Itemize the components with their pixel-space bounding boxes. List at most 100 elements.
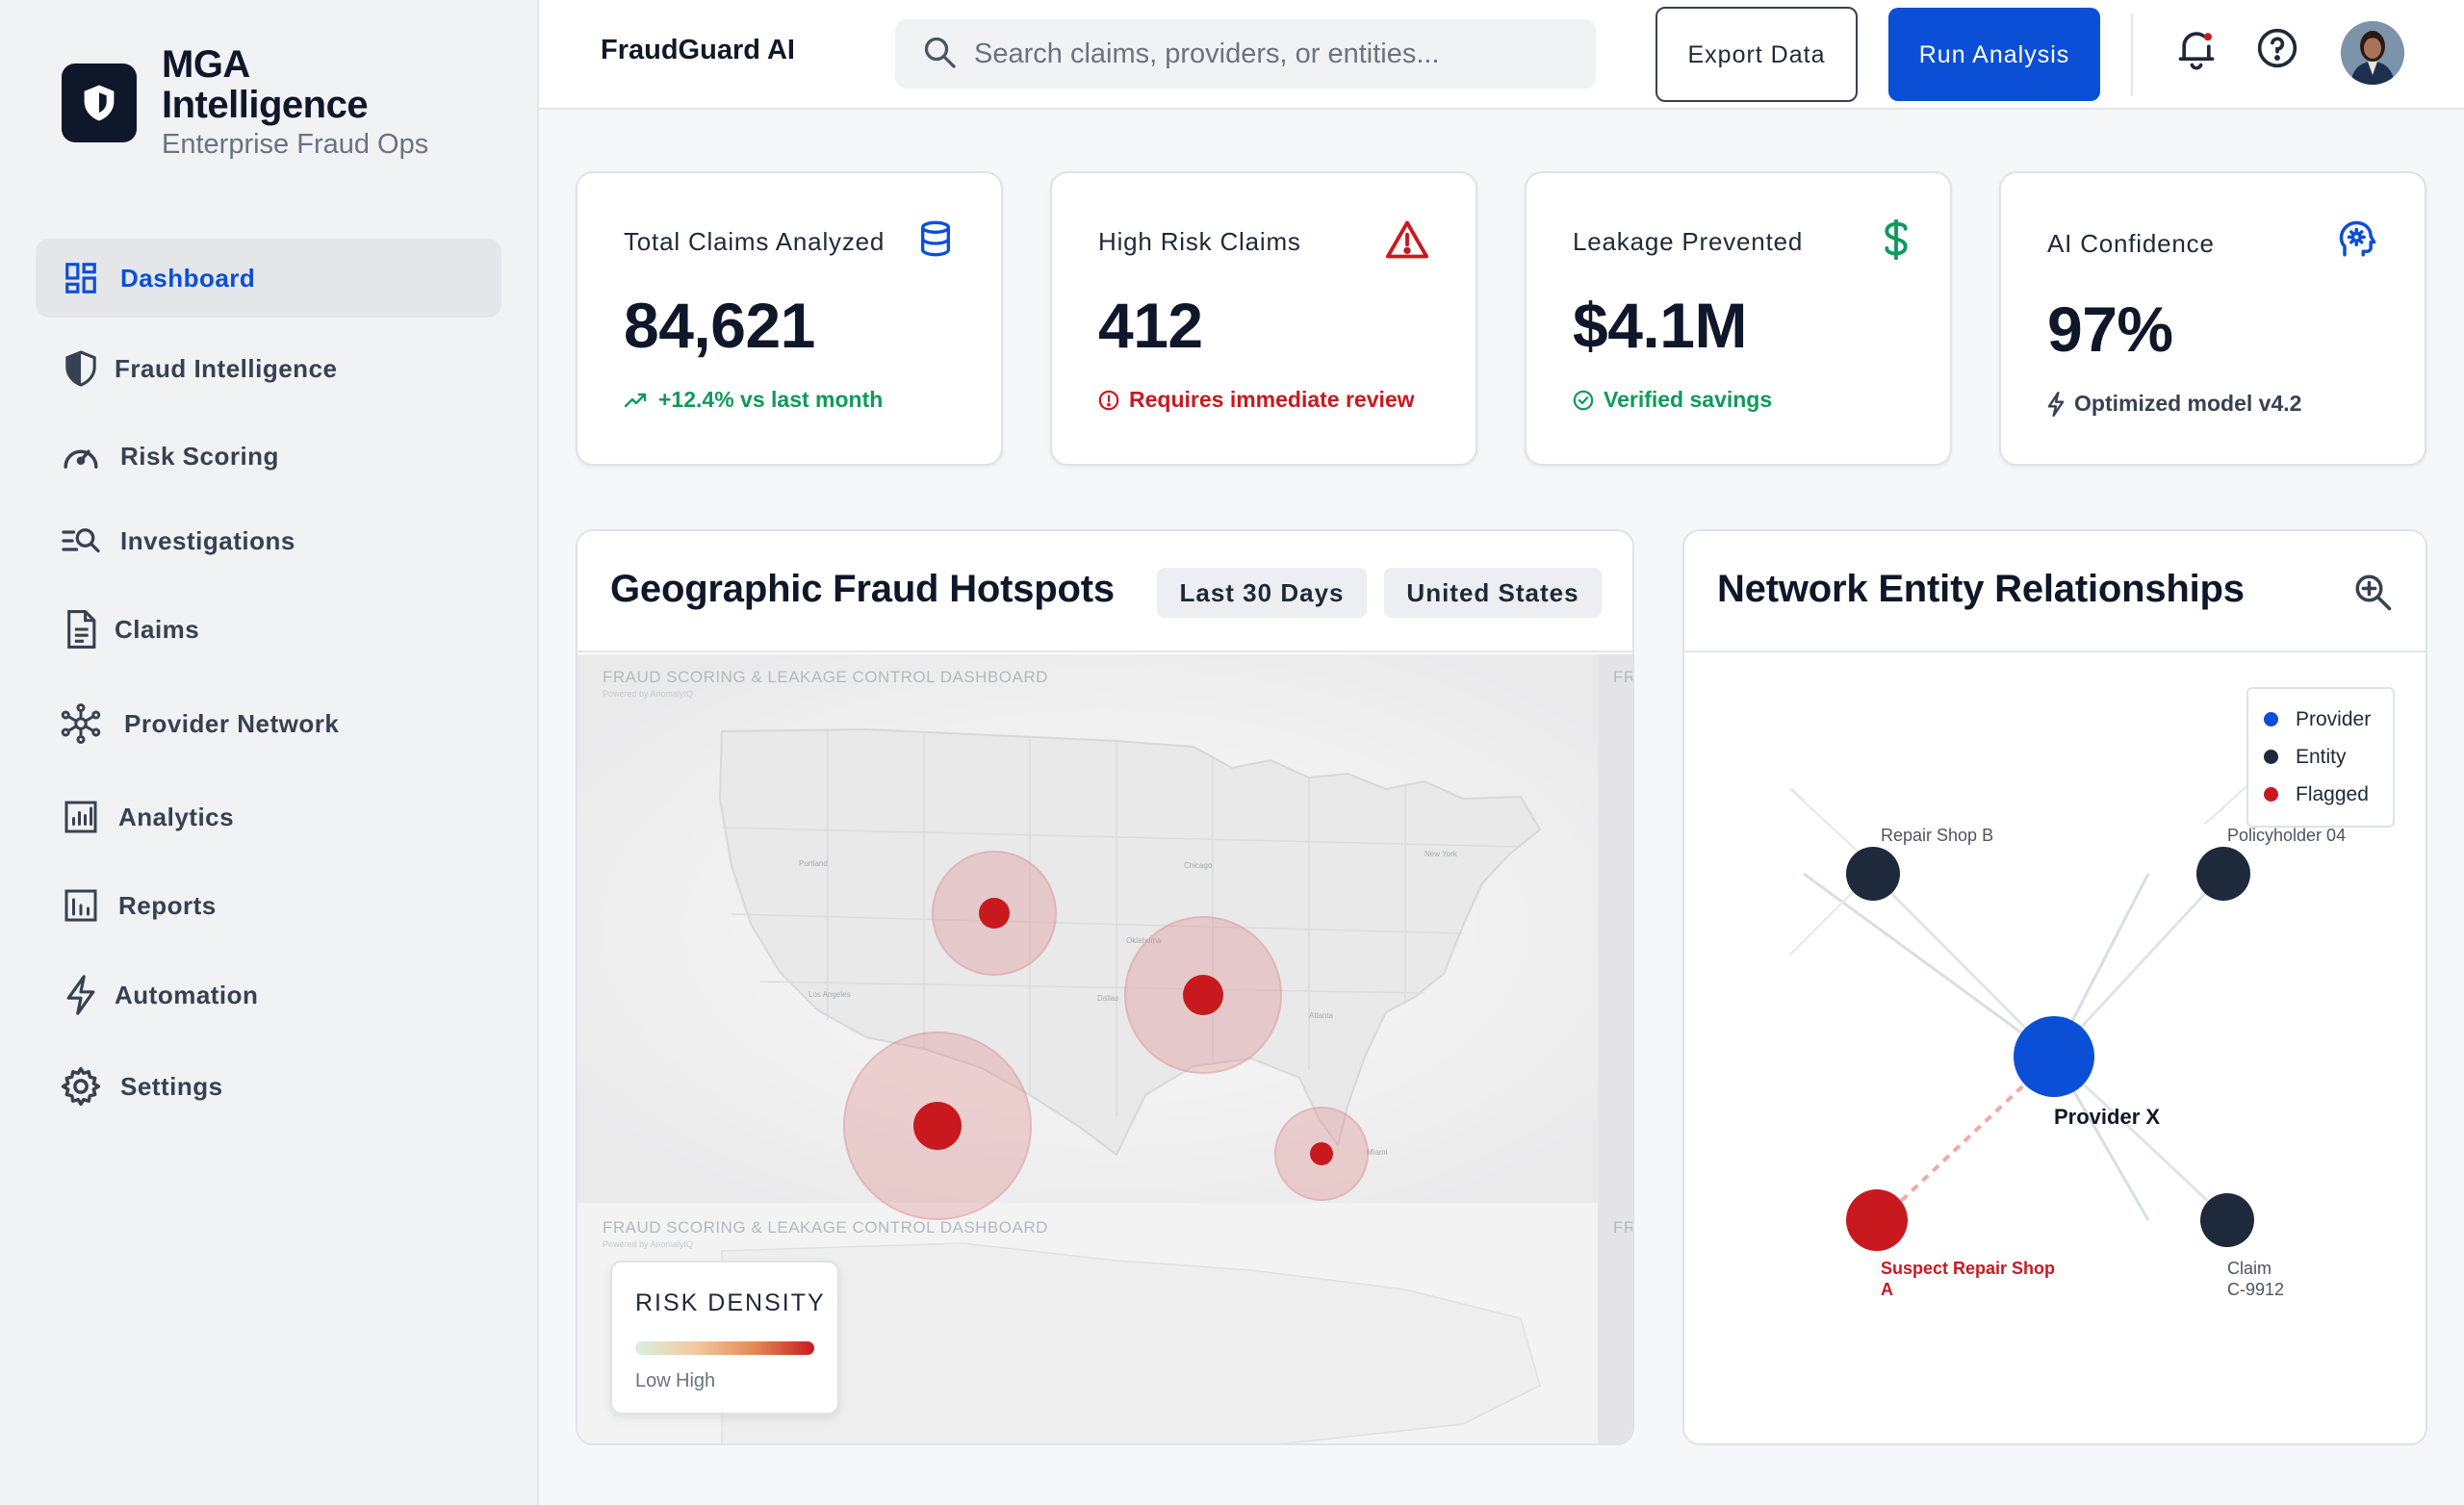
network-icon [61, 703, 101, 744]
zoom-in-icon[interactable] [2352, 572, 2393, 617]
network-relationships-panel: Network Entity Relationships [1682, 529, 2427, 1445]
svg-text:Oklahoma: Oklahoma [1126, 936, 1162, 945]
help-icon[interactable] [2256, 27, 2298, 69]
sidebar-item-automation[interactable]: Automation [36, 956, 501, 1034]
check-circle-icon [1573, 390, 1594, 410]
sidebar: MGA Intelligence Enterprise Fraud Ops Da… [0, 0, 539, 1505]
filter-region-chip[interactable]: United States [1384, 568, 1602, 618]
trend-up-icon [624, 393, 647, 407]
kpi-value: 412 [1098, 290, 1203, 361]
sidebar-item-label: Claims [115, 614, 200, 644]
brand-name-line1: MGA [162, 43, 250, 86]
legend-high-label: High [676, 1370, 716, 1391]
search-icon [922, 35, 957, 74]
node-claim[interactable] [2200, 1193, 2254, 1247]
svg-text:Los Angeles: Los Angeles [808, 990, 851, 999]
legend-dot [2264, 750, 2278, 764]
kpi-trend: +12.4% vs last month [624, 387, 883, 413]
sidebar-item-label: Dashboard [120, 263, 256, 293]
hotspot-marker[interactable] [1183, 975, 1223, 1015]
kpi-foot-text: Requires immediate review [1129, 387, 1415, 412]
map-tile-sublabel: Powered by AnomalyIQ [603, 1239, 694, 1249]
sidebar-item-settings[interactable]: Settings [36, 1047, 501, 1126]
map-tile-label-cut: FR [1613, 668, 1632, 686]
analytics-icon [61, 797, 101, 837]
ai-gear-icon [2338, 219, 2380, 262]
kpi-title: AI Confidence [2047, 229, 2215, 258]
sidebar-item-label: Analytics [118, 802, 235, 831]
geographic-hotspots-panel: Geographic Fraud Hotspots Last 30 Days U… [576, 529, 1634, 1445]
run-analysis-button[interactable]: Run Analysis [1888, 8, 2100, 101]
sidebar-item-risk-scoring[interactable]: Risk Scoring [36, 417, 501, 496]
panel-title: Geographic Fraud Hotspots [610, 568, 1115, 610]
svg-text:New York: New York [1424, 850, 1458, 858]
kpi-value: 97% [2047, 293, 2173, 365]
export-data-button[interactable]: Export Data [1656, 7, 1858, 102]
node-label-suspect-line1: Suspect Repair Shop [1881, 1259, 2056, 1278]
legend-dot [2264, 712, 2278, 727]
node-provider-x[interactable] [2014, 1016, 2094, 1097]
database-icon [916, 219, 959, 262]
map-tile-label: FRAUD SCORING & LEAKAGE CONTROL DASHBOAR… [603, 1218, 1048, 1237]
panel-header: Geographic Fraud Hotspots Last 30 Days U… [578, 531, 1632, 652]
map-tile-label-cut: FR [1613, 1218, 1632, 1237]
sidebar-item-fraud-intelligence[interactable]: Fraud Intelligence [36, 329, 501, 408]
dashboard-icon [61, 258, 101, 298]
user-avatar[interactable] [2341, 21, 2404, 85]
alert-circle-icon [1098, 390, 1119, 410]
sidebar-item-analytics[interactable]: Analytics [36, 778, 501, 856]
kpi-foot-text: Optimized model v4.2 [2074, 391, 2302, 416]
legend-label: Flagged [2296, 782, 2369, 805]
kpi-card-ai-confidence[interactable]: AI Confidence 97% Optimized model v4.2 [1999, 171, 2426, 466]
dollar-icon [1883, 218, 1925, 262]
document-icon [61, 609, 101, 650]
filter-period-chip[interactable]: Last 30 Days [1157, 568, 1367, 618]
sidebar-item-dashboard[interactable]: Dashboard [36, 239, 501, 318]
shield-logo-icon [62, 64, 137, 142]
kpi-card-leakage[interactable]: Leakage Prevented $4.1M Verified savings [1525, 171, 1952, 466]
hotspot-marker[interactable] [979, 898, 1010, 929]
kpi-card-high-risk[interactable]: High Risk Claims 412 Requires immediate … [1050, 171, 1477, 466]
node-label-provider-x: Provider X [2054, 1105, 2161, 1129]
kpi-title: Leakage Prevented [1573, 227, 1804, 256]
sidebar-item-provider-network[interactable]: Provider Network [36, 684, 501, 763]
divider [2131, 13, 2133, 96]
map-tile-label: FRAUD SCORING & LEAKAGE CONTROL DASHBOAR… [603, 668, 1048, 686]
brand-subtitle: Enterprise Fraud Ops [162, 129, 429, 160]
node-label-policyholder: Policyholder 04 [2227, 826, 2347, 845]
sidebar-item-label: Risk Scoring [120, 441, 279, 471]
brand-name-line2: Intelligence [162, 84, 369, 126]
brand: MGA Intelligence Enterprise Fraud Ops [62, 44, 428, 161]
map-tile-sublabel: Powered by AnomalyIQ [603, 689, 694, 699]
node-label-claim-line2: C-9912 [2227, 1280, 2285, 1299]
sidebar-item-investigations[interactable]: Investigations [36, 501, 501, 580]
kpi-foot-text: Verified savings [1604, 387, 1773, 412]
kpi-foot-text: +12.4% vs last month [658, 387, 884, 412]
svg-text:Atlanta: Atlanta [1309, 1011, 1333, 1020]
legend-title: RISK DENSITY [635, 1289, 826, 1316]
network-graph[interactable]: Provider Entity Flagged Repair Shop B Po… [1684, 654, 2426, 1443]
legend-gradient-bar [635, 1341, 814, 1355]
node-repair-shop-b[interactable] [1846, 847, 1900, 901]
notification-bell-icon[interactable] [2175, 27, 2218, 73]
list-search-icon [61, 521, 101, 561]
sidebar-item-reports[interactable]: Reports [36, 866, 501, 945]
kpi-card-total-claims[interactable]: Total Claims Analyzed 84,621 +12.4% vs l… [576, 171, 1003, 466]
hotspot-marker[interactable] [1310, 1142, 1333, 1165]
kpi-model: Optimized model v4.2 [2047, 391, 2301, 417]
sidebar-item-label: Automation [115, 980, 259, 1009]
sidebar-item-claims[interactable]: Claims [36, 590, 501, 669]
node-policyholder[interactable] [2196, 847, 2250, 901]
svg-text:Chicago: Chicago [1184, 861, 1213, 870]
node-suspect-repair-shop[interactable] [1846, 1189, 1908, 1251]
kpi-value: $4.1M [1573, 290, 1747, 361]
sidebar-item-label: Reports [118, 890, 217, 920]
legend-low-label: Low [635, 1370, 671, 1391]
search-input[interactable] [974, 38, 1552, 70]
svg-text:Portland: Portland [799, 859, 828, 868]
node-label-suspect-line2: A [1881, 1280, 1893, 1299]
search-box[interactable] [895, 19, 1596, 89]
hotspot-marker[interactable] [913, 1102, 962, 1150]
bolt-icon [2047, 391, 2065, 417]
legend-row-entity: Entity [2264, 738, 2393, 776]
